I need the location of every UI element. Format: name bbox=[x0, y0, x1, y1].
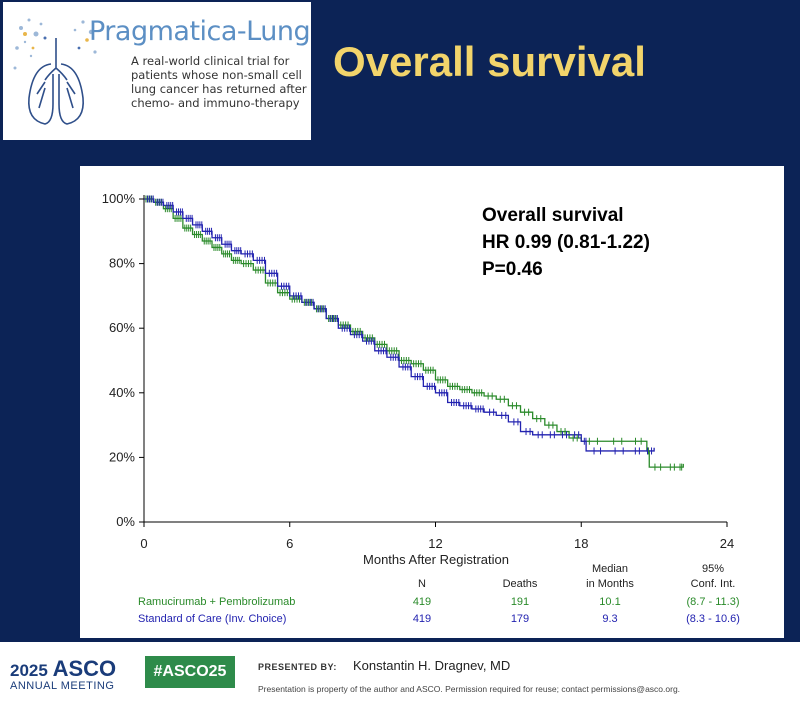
logo-subtitle-line: lung cancer has returned after bbox=[131, 82, 307, 96]
slide-title: Overall survival bbox=[333, 38, 646, 85]
header-deaths: Deaths bbox=[503, 578, 538, 590]
risk-table-header: N Deaths Median in Months 95% Conf. Int. bbox=[418, 563, 735, 590]
row-label: Standard of Care (Inv. Choice) bbox=[138, 613, 286, 625]
x-tick-label: 6 bbox=[286, 536, 293, 551]
y-tick-label: 40% bbox=[109, 385, 135, 400]
row-deaths: 191 bbox=[511, 596, 529, 608]
logo-subtitle: A real-world clinical trial for patients… bbox=[131, 54, 311, 110]
logo-title: Pragmatica-Lung bbox=[89, 16, 311, 47]
row-median: 9.3 bbox=[602, 613, 617, 625]
header-median-1: Median bbox=[592, 563, 628, 575]
header-n: N bbox=[418, 578, 426, 590]
slide-background: Pragmatica-Lung A real-world clinical tr… bbox=[0, 0, 800, 642]
y-tick-label: 20% bbox=[109, 449, 135, 464]
meeting-year: 2025 bbox=[10, 661, 48, 680]
km-survival-chart: 0 6 12 18 24 0% 20% 40% 60% 80% 100% Overall survi… bbox=[102, 191, 740, 625]
row-deaths: 179 bbox=[511, 613, 529, 625]
logo-subtitle-line: chemo- and immuno-therapy bbox=[131, 96, 300, 110]
row-label: Ramucirumab + Pembrolizumab bbox=[138, 596, 295, 608]
y-tick-label: 100% bbox=[102, 191, 136, 206]
header-median-2: in Months bbox=[586, 578, 634, 590]
logo-subtitle-line: A real-world clinical trial for bbox=[131, 54, 290, 68]
chart-axes: 0 6 12 18 24 0% 20% 40% 60% 80% 100% bbox=[102, 191, 734, 551]
chart-panel: 0 6 12 18 24 0% 20% 40% 60% 80% 100% Overall survi… bbox=[80, 166, 784, 638]
y-tick-label: 60% bbox=[109, 320, 135, 335]
copyright-disclaimer: Presentation is property of the author a… bbox=[258, 684, 681, 694]
x-tick-label: 24 bbox=[720, 536, 734, 551]
y-tick-label: 0% bbox=[116, 514, 135, 529]
chart-censor-ticks bbox=[145, 195, 683, 471]
lungs-icon bbox=[13, 18, 97, 125]
header-ci-1: 95% bbox=[702, 563, 724, 575]
x-axis-label: Months After Registration bbox=[363, 552, 509, 567]
presented-by-label: PRESENTED BY: bbox=[258, 662, 337, 672]
asco-wordmark: ASCO bbox=[52, 656, 117, 681]
asco-logo: 2025 ASCO bbox=[10, 656, 116, 682]
x-tick-label: 0 bbox=[140, 536, 147, 551]
row-median: 10.1 bbox=[599, 596, 620, 608]
table-row: Standard of Care (Inv. Choice) 419 179 9… bbox=[138, 613, 740, 625]
footer: 2025 ASCO ANNUAL MEETING #ASCO25 PRESENT… bbox=[0, 642, 800, 704]
y-tick-label: 80% bbox=[109, 256, 135, 271]
table-row: Ramucirumab + Pembrolizumab 419 191 10.1… bbox=[138, 596, 740, 608]
hashtag-badge: #ASCO25 bbox=[145, 656, 235, 688]
row-n: 419 bbox=[413, 596, 431, 608]
annual-meeting-label: ANNUAL MEETING bbox=[10, 680, 115, 692]
row-ci: (8.3 - 10.6) bbox=[686, 613, 740, 625]
x-tick-label: 18 bbox=[574, 536, 588, 551]
km-curve-series bbox=[144, 198, 684, 468]
trial-logo: Pragmatica-Lung A real-world clinical tr… bbox=[3, 2, 311, 140]
annotation-line-1: Overall survival bbox=[482, 205, 624, 226]
x-tick-label: 12 bbox=[428, 536, 442, 551]
header-ci-2: Conf. Int. bbox=[691, 578, 736, 590]
annotation-line-2: HR 0.99 (0.81-1.22) bbox=[482, 232, 650, 253]
row-ci: (8.7 - 11.3) bbox=[687, 596, 740, 608]
presenter-name: Konstantin H. Dragnev, MD bbox=[353, 658, 511, 673]
logo-subtitle-line: patients whose non-small cell bbox=[131, 68, 302, 82]
row-n: 419 bbox=[413, 613, 431, 625]
annotation-line-3: P=0.46 bbox=[482, 259, 543, 280]
